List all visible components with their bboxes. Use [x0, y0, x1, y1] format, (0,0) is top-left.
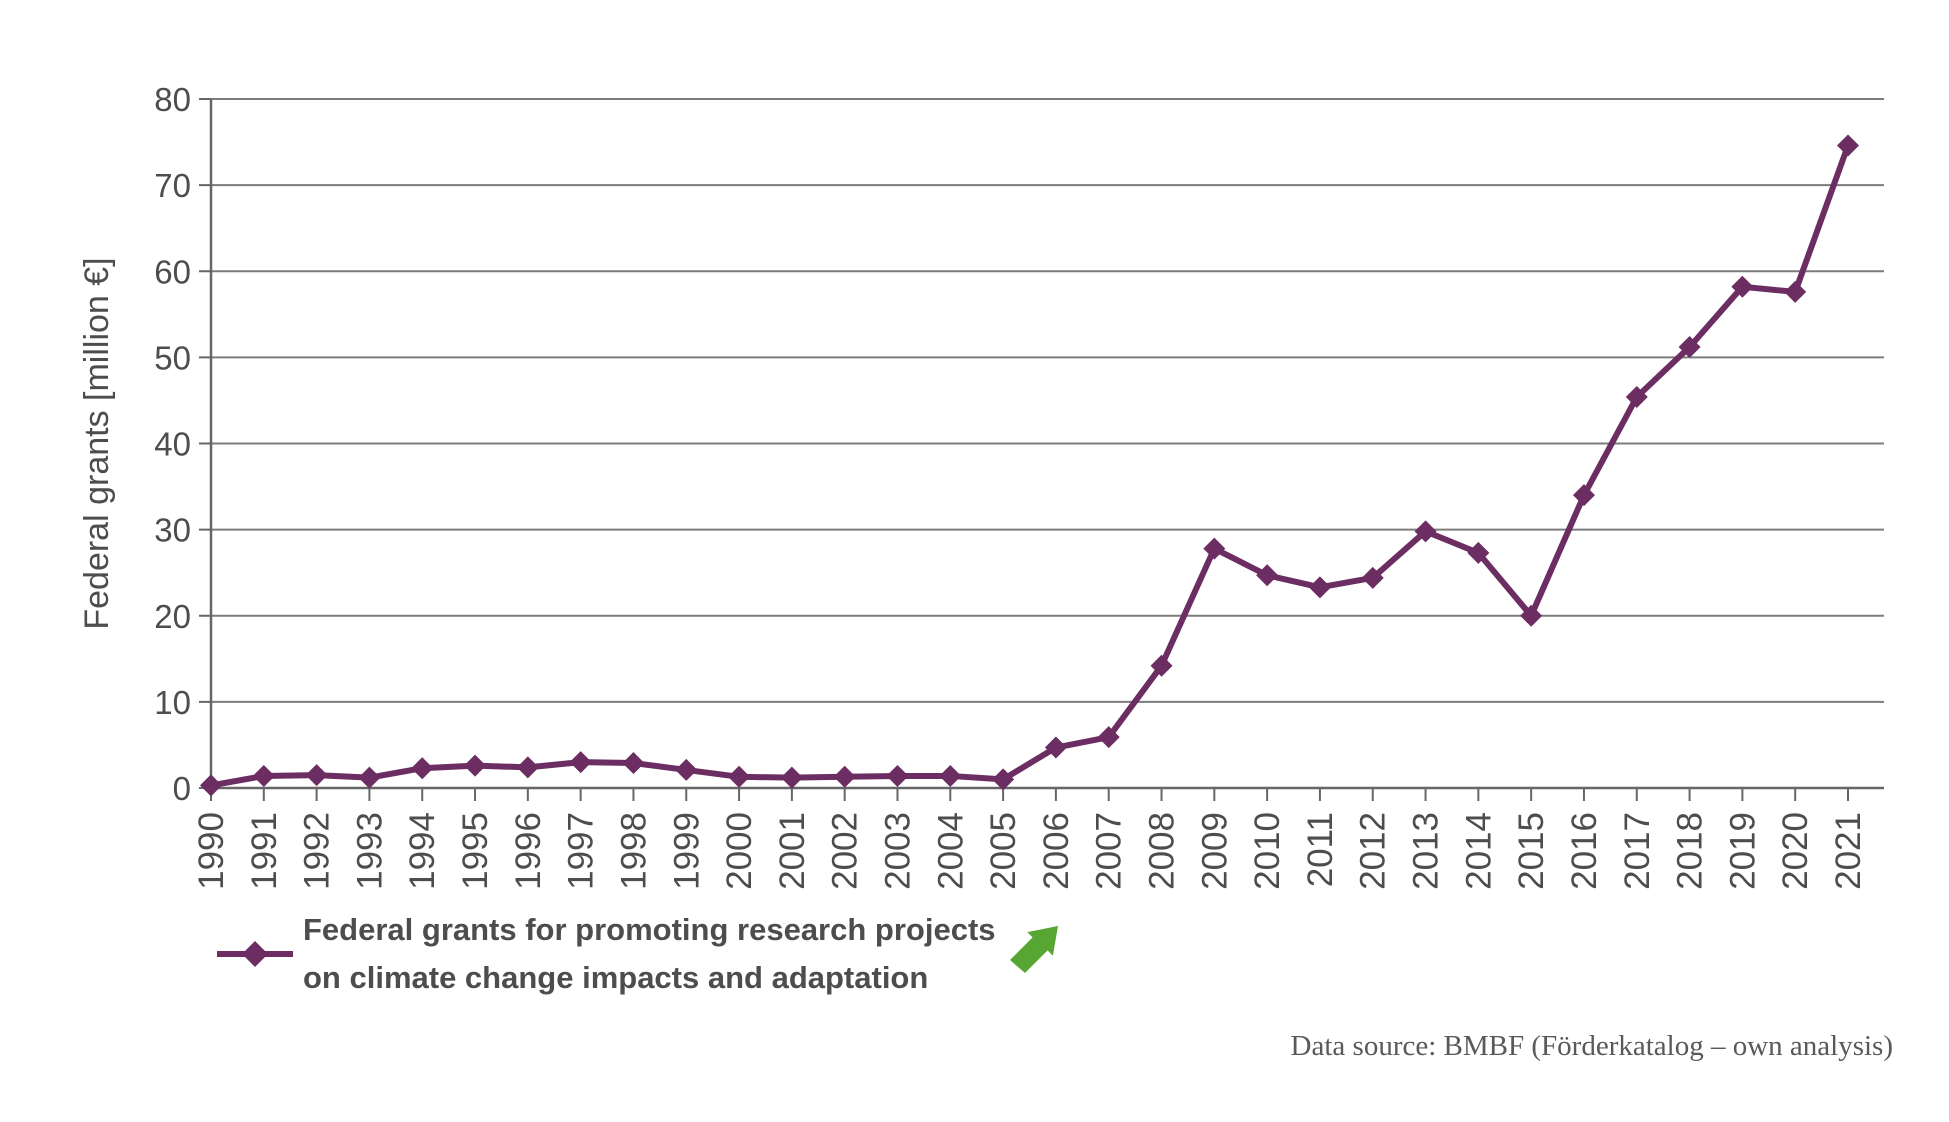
x-axis-year-label: 1997: [562, 812, 601, 890]
x-axis-year-label: 2008: [1143, 812, 1182, 890]
data-point-marker-2013: [1414, 520, 1437, 543]
data-point-marker-1990: [200, 774, 222, 797]
x-axis-year-label: 1998: [614, 812, 653, 890]
x-axis-year-label: 2006: [1037, 812, 1076, 890]
x-axis-year-label: 2002: [826, 812, 865, 890]
trend-up-arrow-icon: [1010, 926, 1058, 973]
x-axis-year-label: 2016: [1565, 812, 1604, 890]
y-axis-tick-label: 70: [154, 167, 191, 204]
data-point-marker-2019: [1731, 275, 1754, 298]
legend-label-line2: on climate change impacts and adaptation: [303, 960, 929, 995]
data-point-marker-2009: [1203, 537, 1226, 560]
y-axis-tick-label: 30: [154, 512, 191, 549]
data-point-marker-1998: [622, 752, 645, 775]
data-point-marker-2002: [833, 765, 856, 788]
x-axis-year-label: 1996: [509, 812, 548, 890]
data-point-marker-2004: [939, 764, 962, 787]
legend-series-marker-icon: [217, 941, 293, 967]
data-point-marker-2010: [1256, 564, 1279, 587]
data-point-marker-2017: [1625, 385, 1648, 408]
x-axis-year-label: 1994: [403, 812, 442, 890]
data-point-marker-2020: [1784, 280, 1807, 303]
data-point-marker-1997: [569, 751, 592, 774]
data-point-marker-1999: [675, 758, 698, 781]
data-point-marker-2003: [886, 764, 909, 787]
legend-label: Federal grants for promoting research pr…: [303, 906, 1063, 1002]
x-axis-year-label: 1991: [245, 812, 284, 890]
data-point-marker-2012: [1361, 566, 1384, 589]
data-point-marker-1991: [252, 764, 275, 787]
x-axis-year-label: 2017: [1618, 812, 1657, 890]
x-axis-year-label: 2000: [720, 812, 759, 890]
x-axis-year-label: 2015: [1512, 812, 1551, 890]
data-point-marker-2021: [1837, 134, 1859, 157]
data-source-note: Data source: BMBF (Förderkatalog – own a…: [1290, 1030, 1893, 1062]
x-axis-year-label: 2007: [1090, 812, 1129, 890]
data-point-marker-2008: [1150, 654, 1173, 677]
y-axis-tick-label: 40: [154, 426, 191, 463]
x-axis-year-label: 2010: [1248, 812, 1287, 890]
data-point-marker-2014: [1467, 541, 1490, 564]
data-point-marker-1993: [358, 766, 381, 789]
data-point-marker-2006: [1044, 736, 1067, 759]
x-axis-year-label: 2021: [1829, 812, 1868, 890]
x-axis-year-label: 1992: [298, 812, 337, 890]
data-point-marker-1994: [411, 757, 434, 780]
legend-label-line1: Federal grants for promoting research pr…: [303, 912, 996, 947]
series-line: [208, 142, 1851, 789]
y-axis-tick-label: 20: [154, 598, 191, 635]
data-point-marker-2000: [728, 765, 751, 788]
x-axis-year-label: 2019: [1723, 812, 1762, 890]
x-axis-year-label: 2003: [878, 812, 917, 890]
data-point-marker-2005: [992, 768, 1015, 791]
y-axis-tick-label: 80: [154, 81, 191, 118]
x-axis-year-label: 2013: [1407, 812, 1446, 890]
x-axis-year-label: 2001: [773, 812, 812, 890]
y-axis-title: Federal grants [million €]: [78, 257, 116, 629]
y-axis-tick-label: 10: [154, 684, 191, 721]
y-axis-tick-label: 0: [173, 770, 191, 807]
x-axis-year-label: 1999: [667, 812, 706, 890]
x-axis-year-label: 2020: [1776, 812, 1815, 890]
x-axis-year-label: 2014: [1459, 812, 1498, 890]
x-axis-year-label: 2011: [1301, 812, 1340, 887]
data-point-marker-2015: [1520, 604, 1543, 627]
x-axis-year-label: 1990: [192, 812, 231, 890]
x-axis-year-label: 1993: [350, 812, 389, 890]
y-axis-tick-label: 50: [154, 339, 191, 376]
x-axis-year-label: 2009: [1195, 812, 1234, 890]
x-axis-year-label: 2004: [931, 812, 970, 890]
x-axis-year-label: 2012: [1354, 812, 1393, 890]
data-point-marker-2011: [1308, 576, 1331, 599]
data-point-marker-1992: [305, 764, 328, 787]
data-point-marker-2001: [780, 766, 803, 789]
x-axis-year-label: 2005: [984, 812, 1023, 890]
data-point-marker-2018: [1678, 336, 1701, 359]
y-axis-tick-label: 60: [154, 253, 191, 290]
data-point-marker-1996: [516, 756, 539, 779]
x-axis-year-label: 2018: [1671, 812, 1710, 890]
data-point-marker-1995: [464, 754, 487, 777]
data-point-marker-2016: [1572, 484, 1595, 507]
data-point-marker-2007: [1097, 726, 1120, 749]
x-axis-year-label: 1995: [456, 812, 495, 890]
